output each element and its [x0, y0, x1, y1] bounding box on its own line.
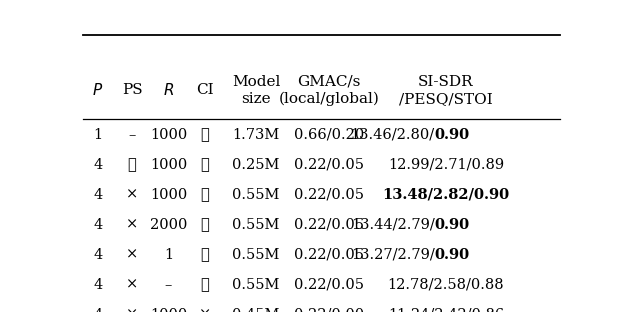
Text: 1000: 1000 [150, 188, 187, 202]
Text: ✓: ✓ [201, 278, 209, 292]
Text: 0.22/0.05: 0.22/0.05 [294, 188, 364, 202]
Text: 13.27/2.79/0.90: 13.27/2.79/0.90 [387, 248, 504, 262]
Text: 0.22/0.05: 0.22/0.05 [294, 218, 364, 232]
Text: 0.55M: 0.55M [232, 248, 280, 262]
Text: PS: PS [122, 83, 143, 97]
Text: –: – [165, 278, 172, 292]
Text: 1000: 1000 [150, 128, 187, 142]
Text: 0.90: 0.90 [435, 128, 470, 142]
Text: 0.22/0.00: 0.22/0.00 [294, 308, 364, 312]
Text: 1: 1 [94, 128, 102, 142]
Text: ×: × [126, 218, 138, 232]
Text: GMAC/s
(local/global): GMAC/s (local/global) [279, 74, 379, 106]
Text: $P$: $P$ [92, 82, 104, 98]
Text: 4: 4 [94, 158, 102, 172]
Text: 0.55M: 0.55M [232, 188, 280, 202]
Text: $R$: $R$ [163, 82, 174, 98]
Text: 0.45M: 0.45M [232, 308, 280, 312]
Text: ×: × [126, 248, 138, 262]
Text: 13.46/2.80/0.90: 13.46/2.80/0.90 [387, 128, 504, 142]
Text: ✓: ✓ [201, 188, 209, 202]
Text: 12.78/2.58/0.88: 12.78/2.58/0.88 [387, 278, 504, 292]
Text: ✓: ✓ [201, 248, 209, 262]
Text: 0.90: 0.90 [435, 248, 470, 262]
Text: 13.27/2.79/: 13.27/2.79/ [351, 248, 435, 262]
Text: ×: × [126, 308, 138, 312]
Text: 0.55M: 0.55M [232, 278, 280, 292]
Text: –: – [128, 128, 136, 142]
Text: 4: 4 [94, 278, 102, 292]
Text: CI: CI [196, 83, 214, 97]
Text: ✓: ✓ [201, 158, 209, 172]
Text: 4: 4 [94, 218, 102, 232]
Text: ×: × [126, 188, 138, 202]
Text: 11.24/2.42/0.86: 11.24/2.42/0.86 [388, 308, 504, 312]
Text: 13.44/2.79/: 13.44/2.79/ [351, 218, 435, 232]
Text: 4: 4 [94, 188, 102, 202]
Text: 13.44/2.79/0.90: 13.44/2.79/0.90 [387, 218, 504, 232]
Text: 2000: 2000 [150, 218, 187, 232]
Text: 13.48/2.82/0.90: 13.48/2.82/0.90 [382, 188, 509, 202]
Text: Model
size: Model size [232, 75, 280, 106]
Text: 1000: 1000 [150, 308, 187, 312]
Text: 1.73M: 1.73M [232, 128, 279, 142]
Text: 0.25M: 0.25M [232, 158, 280, 172]
Text: 0.22/0.05: 0.22/0.05 [294, 278, 364, 292]
Text: 1: 1 [164, 248, 173, 262]
Text: ×: × [126, 278, 138, 292]
Text: SI-SDR
/PESQ/STOI: SI-SDR /PESQ/STOI [399, 75, 493, 106]
Text: 12.99/2.71/0.89: 12.99/2.71/0.89 [388, 158, 504, 172]
Text: 4: 4 [94, 308, 102, 312]
Text: 4: 4 [94, 248, 102, 262]
Text: 0.22/0.05: 0.22/0.05 [294, 248, 364, 262]
Text: 13.46/2.80/: 13.46/2.80/ [350, 128, 435, 142]
Text: 0.22/0.05: 0.22/0.05 [294, 158, 364, 172]
Text: 0.90: 0.90 [435, 218, 470, 232]
Text: ✓: ✓ [127, 158, 136, 172]
Text: ×: × [199, 308, 211, 312]
Text: 0.55M: 0.55M [232, 218, 280, 232]
Text: ✓: ✓ [201, 218, 209, 232]
Text: 0.66/0.20: 0.66/0.20 [294, 128, 364, 142]
Text: ✓: ✓ [201, 128, 209, 142]
Text: 1000: 1000 [150, 158, 187, 172]
